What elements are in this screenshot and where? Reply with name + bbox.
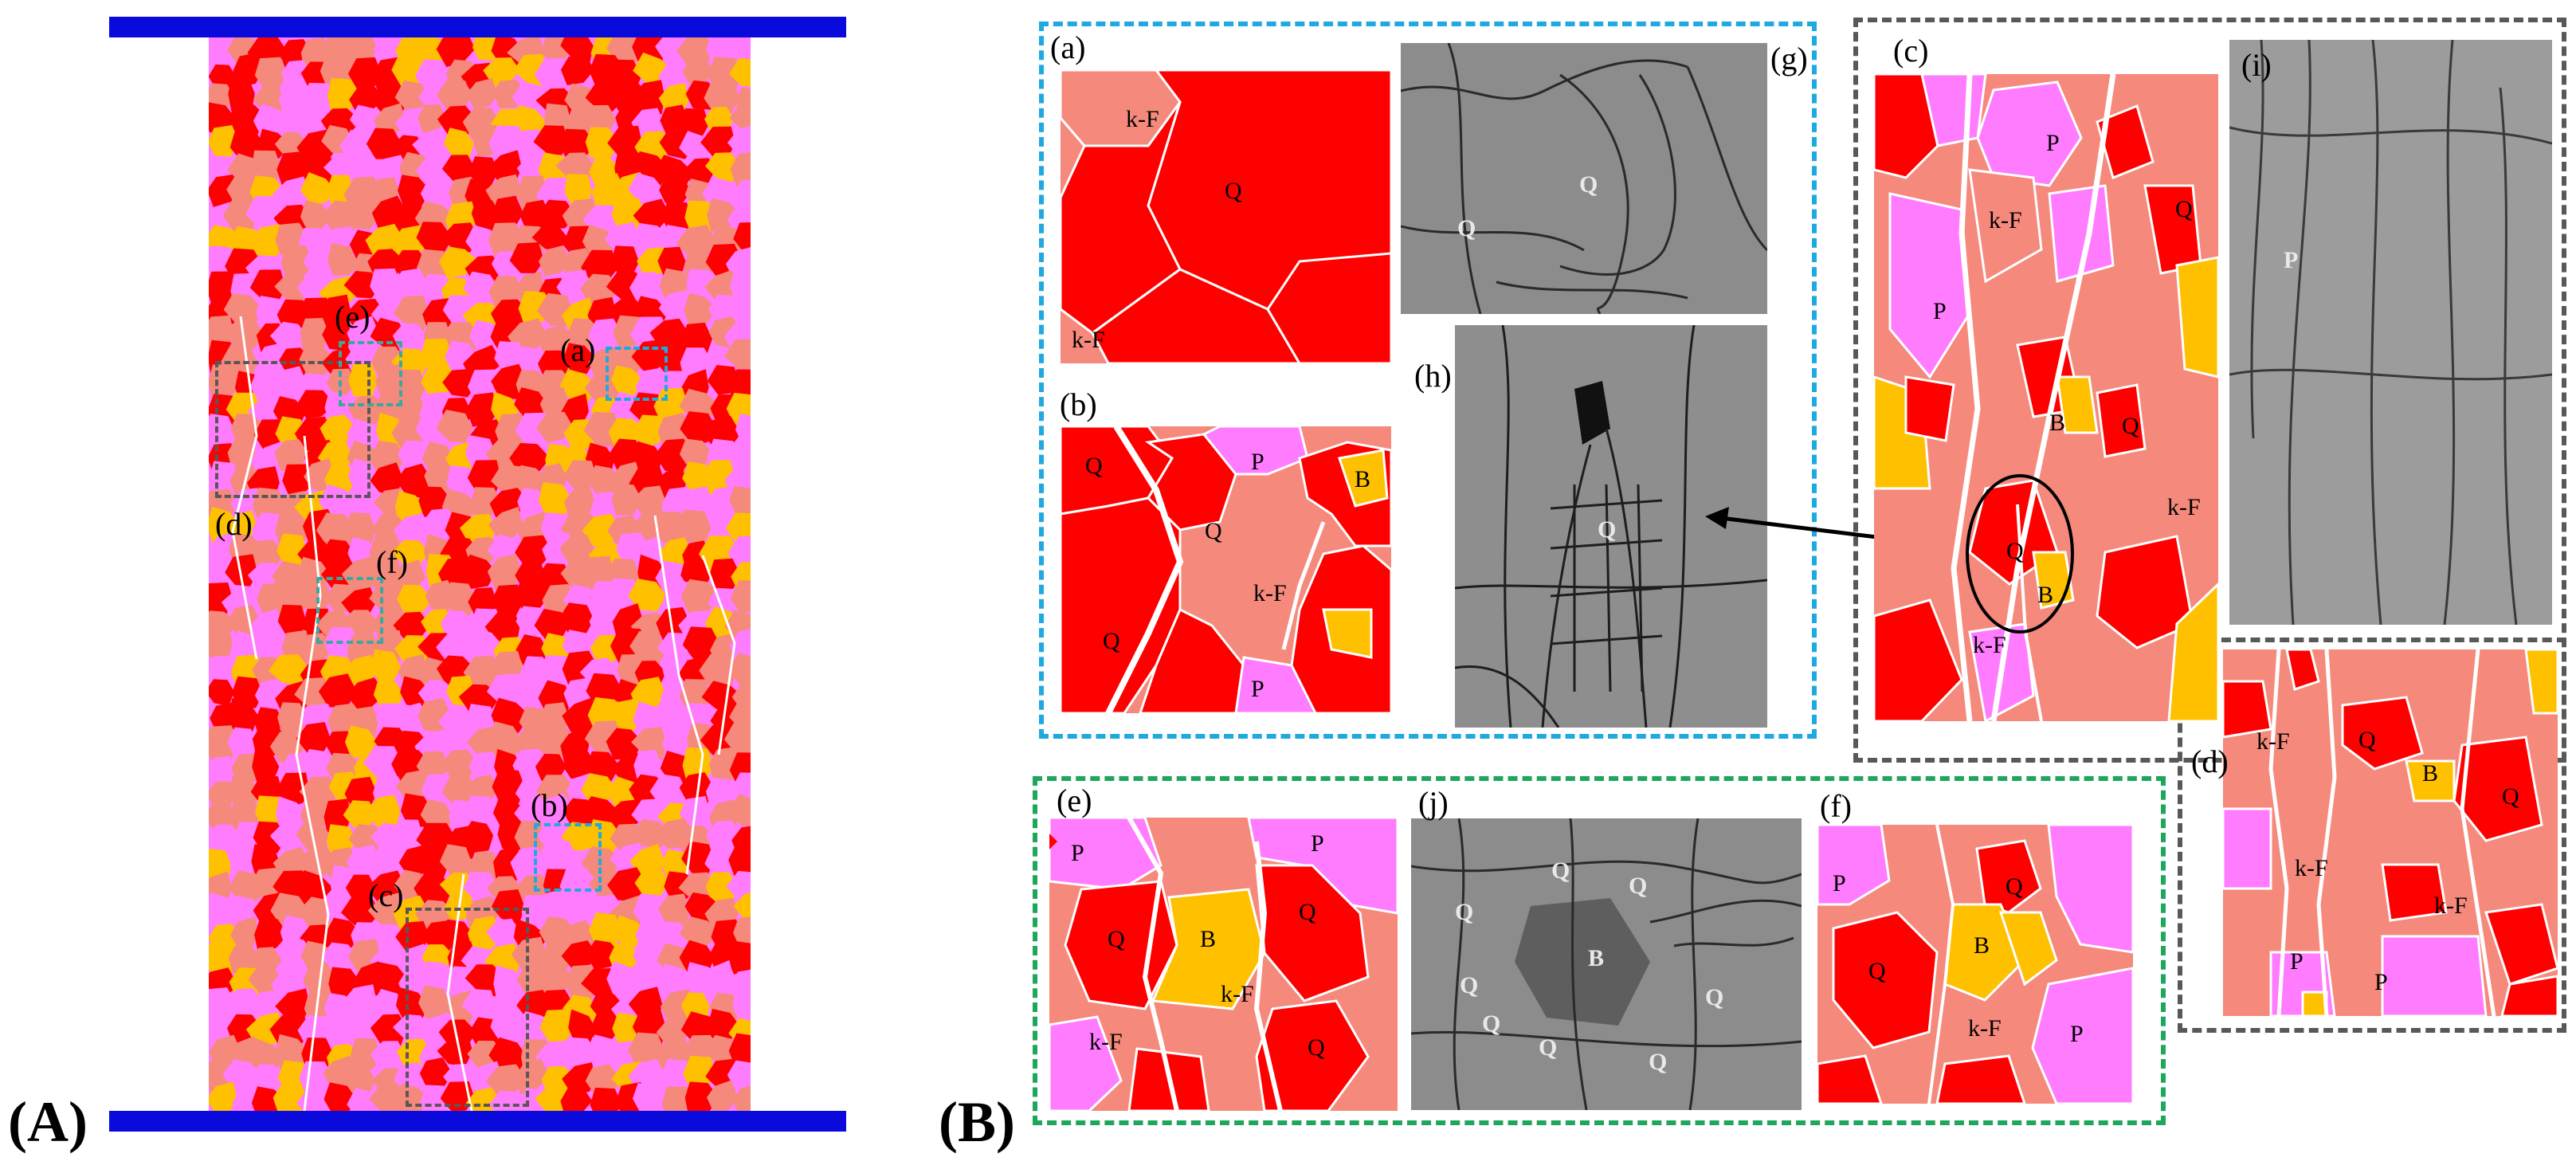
subpanel-b-label: (b): [1060, 386, 1097, 422]
subpanel-d-mosaic: [2223, 649, 2558, 1016]
region-box-b: [534, 823, 602, 892]
subpanel-i-label: (i): [2241, 47, 2272, 83]
subpanel-b-mark: Q: [1103, 628, 1120, 654]
panel-a-label: (A): [8, 1090, 88, 1154]
subpanel-c-mark: P: [1933, 298, 1947, 324]
subpanel-b-mark: B: [1355, 466, 1371, 492]
subpanel-i-mark: P: [2284, 247, 2299, 273]
subpanel-h-mark: Q: [1598, 516, 1617, 543]
subpanel-e-mark: k-F: [1221, 981, 1254, 1007]
group-frame-gray-upper: [1853, 18, 2566, 763]
subpanel-d-mark: Q: [2358, 727, 2376, 753]
subpanel-g-sem-image: [1401, 43, 1767, 314]
subpanel-f-mosaic: [1817, 825, 2133, 1104]
subpanel-c-mark: Q: [2175, 196, 2193, 222]
subpanel-j-mark: Q: [1455, 899, 1474, 925]
subpanel-e-mark: P: [1071, 840, 1084, 866]
subpanel-f-mark: Q: [2006, 873, 2023, 900]
subpanel-a-mark: k-F: [1126, 106, 1159, 132]
subpanel-f-mark: B: [1974, 932, 1990, 959]
region-box-d: [215, 361, 371, 498]
model-label-d: (d): [215, 506, 253, 542]
subpanel-e-mosaic: [1049, 818, 1398, 1111]
subpanel-e-mark: B: [1200, 926, 1217, 952]
subpanel-f-label: (f): [1820, 788, 1852, 824]
subpanel-f-mark: Q: [1868, 958, 1886, 984]
group-frame-gray-lower: [2178, 638, 2566, 1033]
subpanel-j-mark: Q: [1482, 1010, 1501, 1037]
subpanel-f-mark: k-F: [1968, 1015, 2002, 1042]
subpanel-c-label: (c): [1893, 33, 1929, 69]
subpanel-h-sem-image: [1455, 325, 1767, 728]
subpanel-c-mark: k-F: [1989, 207, 2022, 233]
model-label-a: (a): [560, 332, 596, 368]
region-box-a: [606, 347, 668, 401]
subpanel-e-mark: P: [1311, 830, 1324, 857]
subpanel-d-mark: B: [2422, 760, 2439, 787]
subpanel-b-mark: k-F: [1253, 580, 1287, 606]
subpanel-b-mark: Q: [1085, 453, 1103, 479]
subpanel-e-mark: Q: [1299, 899, 1316, 925]
subpanel-b-mark: Q: [1205, 518, 1222, 544]
subpanel-b-mosaic: [1061, 426, 1391, 713]
subpanel-c-mark: Q: [2122, 413, 2139, 439]
subpanel-d-mark: k-F: [2256, 728, 2290, 755]
subpanel-h-label: (h): [1414, 358, 1452, 394]
region-box-c: [406, 908, 529, 1107]
subpanel-a-mark: Q: [1225, 178, 1242, 204]
subpanel-d-mark: P: [2290, 948, 2304, 975]
subpanel-a-mosaic: [1061, 70, 1391, 363]
subpanel-b-mark: P: [1251, 676, 1264, 702]
subpanel-d-mark: P: [2374, 969, 2388, 995]
subpanel-a-mark: k-F: [1072, 327, 1105, 353]
subpanel-j-mark: Q: [1705, 984, 1724, 1010]
specimen-grain-model: [209, 37, 751, 1111]
subpanel-j-mark: Q: [1460, 972, 1479, 998]
subpanel-j-mark: Q: [1629, 873, 1648, 899]
model-label-e: (e): [335, 299, 371, 335]
model-label-b: (b): [531, 787, 568, 823]
subpanel-d-label: (d): [2191, 743, 2229, 779]
subpanel-j-sem-image: [1411, 818, 1802, 1110]
subpanel-c-mark: k-F: [2167, 494, 2201, 520]
subpanel-f-mark: P: [1833, 870, 1846, 896]
group-frame-green: [1033, 776, 2166, 1125]
subpanel-c-mark: B: [2049, 410, 2066, 436]
subpanel-d-mark: Q: [2502, 783, 2519, 810]
subpanel-a-label: (a): [1050, 29, 1086, 65]
model-label-f: (f): [376, 544, 408, 580]
subpanel-d-mark: k-F: [2434, 892, 2468, 919]
subpanel-e-mark: Q: [1308, 1034, 1325, 1061]
model-label-c: (c): [368, 877, 404, 913]
subpanel-c-mark: Q: [2006, 538, 2024, 564]
region-box-e: [339, 341, 402, 406]
subpanel-c-mark: k-F: [1973, 632, 2006, 658]
highlight-ellipse: [1966, 474, 2074, 634]
subpanel-g-label: (g): [1770, 41, 1808, 76]
top-loading-plate: [109, 17, 846, 37]
subpanel-j-label: (j): [1418, 785, 1449, 821]
bottom-loading-plate: [109, 1111, 846, 1132]
subpanel-b-mark: P: [1251, 449, 1264, 475]
region-box-f: [316, 577, 383, 644]
subpanel-j-mark: Q: [1539, 1034, 1558, 1061]
subpanel-e-mark: k-F: [1089, 1029, 1123, 1055]
subpanel-e-label: (e): [1057, 783, 1092, 818]
subpanel-d-mark: k-F: [2295, 855, 2328, 881]
subpanel-f-mark: P: [2070, 1021, 2084, 1047]
subpanel-j-mark: Q: [1551, 857, 1570, 884]
subpanel-c-mark: B: [2037, 582, 2054, 608]
panel-b-label: (B): [939, 1090, 1015, 1154]
subpanel-i-sem-image: [2229, 40, 2552, 625]
subpanel-c-mark: P: [2046, 130, 2060, 156]
subpanel-j-mark: B: [1588, 945, 1605, 971]
subpanel-e-mark: Q: [1108, 926, 1125, 952]
subpanel-j-mark: Q: [1649, 1049, 1668, 1075]
subpanel-g-mark: Q: [1457, 215, 1476, 241]
subpanel-c-mosaic: [1874, 74, 2218, 721]
subpanel-g-mark: Q: [1579, 171, 1598, 198]
group-frame-blue: [1039, 22, 1817, 739]
